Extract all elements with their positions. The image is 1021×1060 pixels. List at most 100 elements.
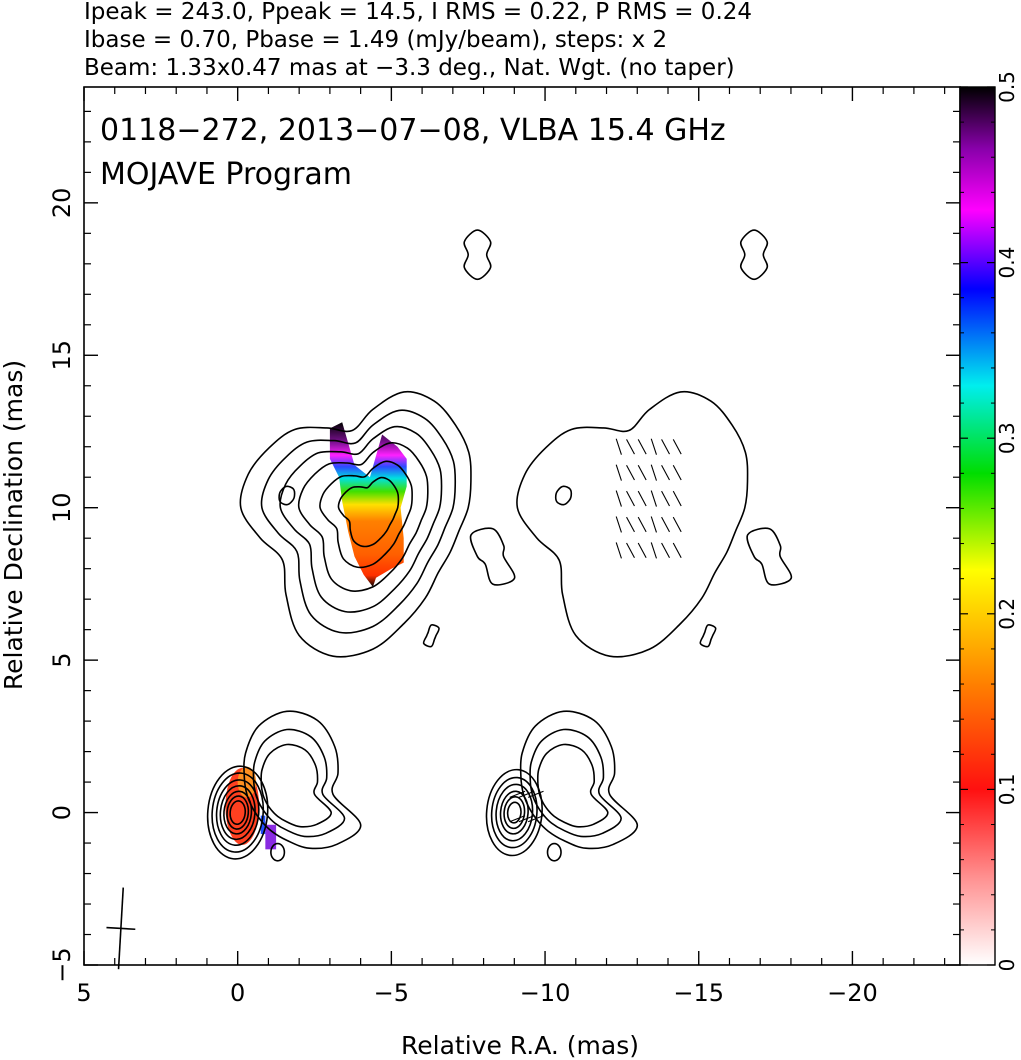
colorbar-tick-label: 0.1: [995, 773, 1019, 805]
x-tick-label: −15: [673, 979, 724, 1007]
y-axis-label: Relative Declination (mas): [0, 360, 28, 690]
core-outer-contour-3: [536, 743, 609, 828]
core-inner-contour-6: [506, 801, 522, 824]
core-inner-contour-5: [223, 790, 253, 835]
north-outlier-contour: [739, 229, 769, 281]
evpa-vector: [661, 516, 670, 533]
x-tick-label: −20: [827, 979, 878, 1007]
evpa-vector: [626, 490, 635, 507]
evpa-vector: [672, 516, 682, 533]
x-axis-label: Relative R.A. (mas): [401, 1031, 639, 1060]
core-inner-contour-1: [485, 768, 543, 857]
chart-subtitle: MOJAVE Program: [100, 157, 352, 192]
knot-fracpol-map: [329, 422, 407, 587]
core-inner-contour-6: [226, 795, 250, 830]
core-inner-contour-4: [499, 790, 529, 835]
evpa-vector-core: [527, 815, 544, 823]
polarization-panel: [485, 229, 793, 862]
evpa-vector: [661, 439, 670, 455]
header-line-3: Beam: 1.33x0.47 mas at −3.3 deg., Nat. W…: [84, 55, 735, 81]
core-inner-contour-2: [211, 772, 265, 853]
knot-contour-1: [239, 390, 472, 658]
evpa-vector-core: [509, 815, 526, 823]
y-tick-label: 15: [48, 340, 76, 371]
evpa-vector: [672, 490, 682, 507]
evpa-vector: [661, 542, 670, 559]
knot-outlier-contour-south: [422, 624, 440, 648]
evpa-vector: [626, 516, 635, 533]
knot-contour-1: [516, 390, 749, 658]
core-south-contour: [546, 842, 562, 862]
evpa-vector: [672, 439, 682, 455]
knot-contour-3: [279, 425, 443, 613]
colorbar: [959, 86, 996, 966]
header-line-2: Ibase = 0.70, Pbase = 1.49 (mJy/beam), s…: [84, 27, 667, 53]
y-tick-label: 10: [48, 492, 76, 523]
knot-outlier-contour-east: [746, 527, 793, 586]
colorbar-ticks: 0 0.1 0.2 0.3 0.4 0.5: [960, 71, 1019, 971]
colorbar-tick-label: 0: [995, 959, 1019, 972]
core-fracpol-spot-blue: [260, 815, 266, 835]
knot-outlier-contour: [278, 485, 296, 506]
evpa-vector: [626, 464, 635, 481]
knot-contour-6: [337, 476, 400, 548]
x-tick-label: 5: [76, 979, 91, 1007]
core-inner-contour-5: [503, 795, 526, 830]
evpa-vector: [615, 542, 622, 559]
evpa-vector: [650, 464, 657, 481]
core-inner-contour-7: [229, 800, 247, 826]
core-outer-contour-1: [243, 710, 362, 850]
colorbar-tick-label: 0.4: [995, 247, 1019, 279]
evpa-vector: [637, 464, 647, 481]
evpa-vector: [661, 464, 670, 481]
chart-title: 0118−272, 2013−07−08, VLBA 15.4 GHz: [100, 113, 726, 148]
evpa-vector: [637, 490, 647, 507]
evpa-vector-core: [518, 790, 535, 798]
core-inner-contour-2: [490, 776, 538, 849]
knot-outlier-contour: [554, 485, 573, 506]
core-outer-contour-1: [519, 710, 639, 850]
core-fracpol-spot: [265, 824, 277, 850]
evpa-vector: [661, 490, 670, 507]
evpa-vector: [650, 516, 657, 533]
y-tick-label: 0: [48, 805, 76, 820]
core-inner-contour-3: [215, 779, 260, 847]
evpa-vector: [615, 490, 622, 507]
y-tick-label: 20: [48, 188, 76, 219]
evpa-vector: [615, 516, 622, 533]
knot-contour-5: [319, 460, 413, 569]
evpa-vector: [650, 438, 657, 455]
evpa-vector: [637, 439, 647, 455]
knot-outlier-contour-east: [469, 527, 516, 586]
core-inner-contour-3: [495, 783, 534, 842]
knot-contour-2: [260, 409, 457, 634]
core-outer-contour-3: [260, 743, 332, 828]
colorbar-tick-label: 0.2: [995, 598, 1019, 630]
axis-ticks: 5 0 −5 −10 −15 −20 −5 0 5 10 15 20: [48, 87, 960, 1007]
map-layer: [106, 229, 793, 970]
evpa-vector: [672, 464, 682, 481]
core-inner-contour-1: [206, 765, 269, 860]
y-tick-label: −5: [48, 947, 76, 982]
north-outlier-contour: [463, 229, 492, 281]
core-inner-contour-4: [219, 784, 256, 841]
evpa-vector: [637, 516, 647, 533]
x-tick-label: −10: [520, 979, 571, 1007]
header-line-1: Ipeak = 243.0, Ppeak = 14.5, I RMS = 0.2…: [84, 0, 752, 25]
intensity-panel: [206, 229, 516, 862]
x-tick-label: −5: [374, 979, 409, 1007]
core-south-contour: [270, 842, 286, 862]
colorbar-tick-label: 0.3: [995, 422, 1019, 454]
evpa-vector: [672, 542, 682, 559]
evpa-vector-core: [518, 815, 535, 823]
x-tick-label: 0: [230, 979, 245, 1007]
evpa-vector: [615, 464, 622, 481]
evpa-vector: [626, 542, 635, 559]
knot-contour-4: [297, 441, 429, 592]
core-outer-contour-2: [529, 728, 622, 838]
evpa-vector: [650, 542, 657, 559]
evpa-vector: [650, 490, 657, 507]
y-tick-label: 5: [48, 652, 76, 667]
colorbar-tick-label: 0.5: [995, 71, 1019, 103]
